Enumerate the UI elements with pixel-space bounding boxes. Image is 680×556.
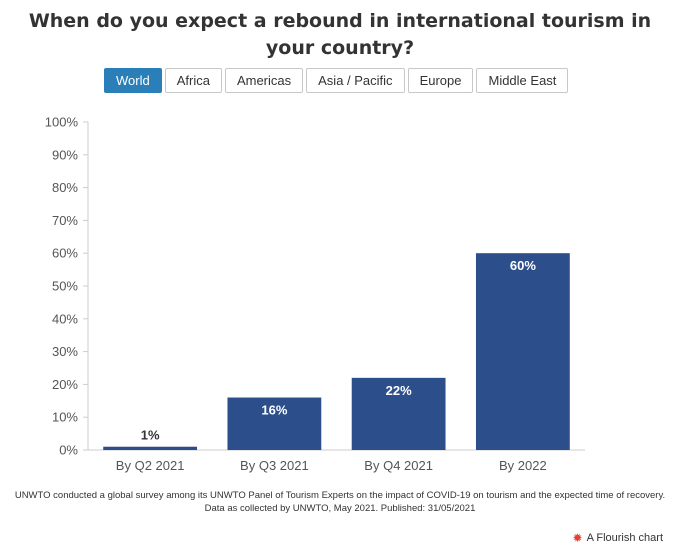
flourish-icon: ✹ — [572, 531, 583, 545]
bar — [227, 397, 322, 450]
y-tick-label: 100% — [45, 115, 79, 130]
x-tick-label: By Q3 2021 — [240, 458, 309, 473]
flourish-credit[interactable]: ✹ A Flourish chart — [573, 532, 663, 544]
chart-title: When do you expect a rebound in internat… — [28, 10, 652, 59]
bar-chart: 0% 10% 20% 30% 40% 50% 60% 70% 80% 90% 100% By Q2 2… — [45, 115, 585, 473]
tab-americas[interactable]: Americas — [224, 68, 304, 93]
y-tick-label: 70% — [52, 213, 78, 228]
data-label: 60% — [510, 258, 536, 273]
y-tick-label: 0% — [59, 443, 78, 458]
y-tick-label: 80% — [52, 180, 78, 195]
bar — [103, 446, 198, 450]
y-tick-label: 60% — [52, 246, 78, 261]
data-label: 16% — [261, 403, 287, 418]
y-tick-label: 40% — [52, 311, 78, 326]
y-tick-label: 90% — [52, 147, 78, 162]
flourish-credit-label: A Flourish chart — [586, 532, 663, 544]
x-tick-label: By Q4 2021 — [364, 458, 433, 473]
footnote-line-2: Data as collected by UNWTO, May 2021. Pu… — [204, 503, 476, 514]
y-tick-label: 10% — [52, 410, 78, 425]
tab-africa[interactable]: Africa — [164, 68, 222, 93]
y-tick-label: 30% — [52, 344, 78, 359]
footnote-line-1: UNWTO conducted a global survey among it… — [14, 490, 666, 501]
data-label: 22% — [386, 383, 412, 398]
x-tick-label: By 2022 — [499, 458, 547, 473]
y-tick-label: 50% — [52, 279, 78, 294]
tab-world[interactable]: World — [104, 68, 162, 93]
bar — [351, 377, 446, 450]
y-tick-label: 20% — [52, 377, 78, 392]
tab-middle-east[interactable]: Middle East — [476, 68, 569, 93]
data-label: 1% — [141, 428, 160, 443]
footnote: UNWTO conducted a global survey among it… — [10, 489, 670, 515]
region-tabs: World Africa Americas Asia / Pacific Europe M… — [104, 68, 569, 93]
bar — [475, 253, 570, 450]
tab-asia-pacific[interactable]: Asia / Pacific — [306, 68, 405, 93]
tab-europe[interactable]: Europe — [407, 68, 474, 93]
x-tick-label: By Q2 2021 — [116, 458, 185, 473]
